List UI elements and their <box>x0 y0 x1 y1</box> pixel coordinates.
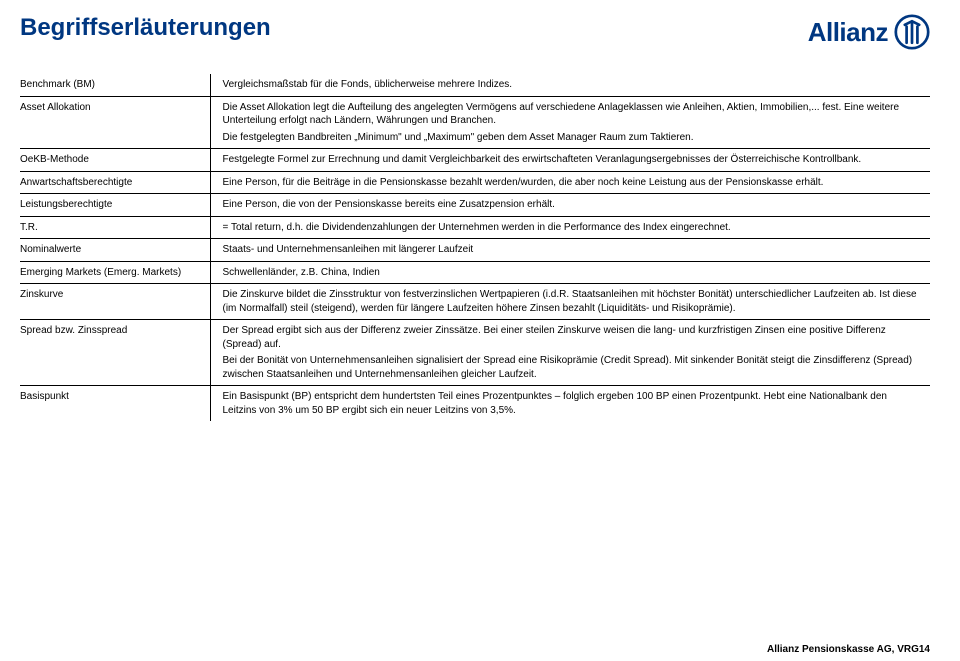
page-title: Begriffserläuterungen <box>20 14 271 42</box>
definition-paragraph: Eine Person, die von der Pensionskasse b… <box>223 198 921 212</box>
definition-paragraph: Schwellenländer, z.B. China, Indien <box>223 266 921 280</box>
term-cell: Nominalwerte <box>20 239 210 262</box>
definition-cell: Der Spread ergibt sich aus der Differenz… <box>210 320 930 386</box>
definition-cell: Festgelegte Formel zur Errechnung und da… <box>210 149 930 172</box>
header: Begriffserläuterungen Allianz <box>0 0 960 56</box>
definition-cell: Vergleichsmaßstab für die Fonds, übliche… <box>210 74 930 96</box>
definition-paragraph: Die Zinskurve bildet die Zinsstruktur vo… <box>223 288 921 315</box>
definition-cell: Eine Person, für die Beiträge in die Pen… <box>210 171 930 194</box>
logo-text: Allianz <box>808 17 888 48</box>
definition-cell: Staats- und Unternehmensanleihen mit län… <box>210 239 930 262</box>
definition-paragraph: Die Asset Allokation legt die Aufteilung… <box>223 101 921 128</box>
term-cell: Basispunkt <box>20 386 210 422</box>
table-row: Leistungsberechtigte Eine Person, die von… <box>20 194 930 217</box>
table-row: Nominalwerte Staats- und Unternehmensanle… <box>20 239 930 262</box>
definition-cell: = Total return, d.h. die Dividendenzahlu… <box>210 216 930 239</box>
footer-text: Allianz Pensionskasse AG, VRG14 <box>767 644 930 655</box>
table-row: OeKB-Methode Festgelegte Formel zur Errec… <box>20 149 930 172</box>
term-cell: Zinskurve <box>20 284 210 320</box>
definition-cell: Schwellenländer, z.B. China, Indien <box>210 261 930 284</box>
definition-paragraph: Eine Person, für die Beiträge in die Pen… <box>223 176 921 190</box>
definition-paragraph: Vergleichsmaßstab für die Fonds, übliche… <box>223 78 921 92</box>
table-row: Benchmark (BM) Vergleichsmaßstab für die … <box>20 74 930 96</box>
table-row: Spread bzw. Zinsspread Der Spread ergibt … <box>20 320 930 386</box>
definition-paragraph: = Total return, d.h. die Dividendenzahlu… <box>223 221 921 235</box>
brand-logo: Allianz <box>808 14 930 50</box>
term-cell: T.R. <box>20 216 210 239</box>
definition-cell: Die Zinskurve bildet die Zinsstruktur vo… <box>210 284 930 320</box>
table-row: Basispunkt Ein Basispunkt (BP) entspricht… <box>20 386 930 422</box>
definition-paragraph: Der Spread ergibt sich aus der Differenz… <box>223 324 921 351</box>
definition-paragraph: Staats- und Unternehmensanleihen mit län… <box>223 243 921 257</box>
term-cell: Anwartschaftsberechtigte <box>20 171 210 194</box>
definition-paragraph: Festgelegte Formel zur Errechnung und da… <box>223 153 921 167</box>
term-cell: Benchmark (BM) <box>20 74 210 96</box>
table-row: Zinskurve Die Zinskurve bildet die Zinsst… <box>20 284 930 320</box>
allianz-eagle-icon <box>894 14 930 50</box>
definition-cell: Eine Person, die von der Pensionskasse b… <box>210 194 930 217</box>
definition-cell: Ein Basispunkt (BP) entspricht dem hunde… <box>210 386 930 422</box>
definition-paragraph: Bei der Bonität von Unternehmensanleihen… <box>223 354 921 381</box>
term-cell: Asset Allokation <box>20 96 210 149</box>
definition-paragraph: Die festgelegten Bandbreiten „Minimum" u… <box>223 131 921 145</box>
term-cell: Emerging Markets (Emerg. Markets) <box>20 261 210 284</box>
table-row: T.R. = Total return, d.h. die Dividendenz… <box>20 216 930 239</box>
term-cell: Leistungsberechtigte <box>20 194 210 217</box>
glossary-body: Benchmark (BM) Vergleichsmaßstab für die … <box>20 74 930 421</box>
table-row: Emerging Markets (Emerg. Markets) Schwell… <box>20 261 930 284</box>
definition-cell: Die Asset Allokation legt die Aufteilung… <box>210 96 930 149</box>
term-cell: Spread bzw. Zinsspread <box>20 320 210 386</box>
table-row: Anwartschaftsberechtigte Eine Person, für… <box>20 171 930 194</box>
glossary-table: Benchmark (BM) Vergleichsmaßstab für die … <box>20 74 930 421</box>
table-row: Asset Allokation Die Asset Allokation leg… <box>20 96 930 149</box>
term-cell: OeKB-Methode <box>20 149 210 172</box>
definition-paragraph: Ein Basispunkt (BP) entspricht dem hunde… <box>223 390 921 417</box>
